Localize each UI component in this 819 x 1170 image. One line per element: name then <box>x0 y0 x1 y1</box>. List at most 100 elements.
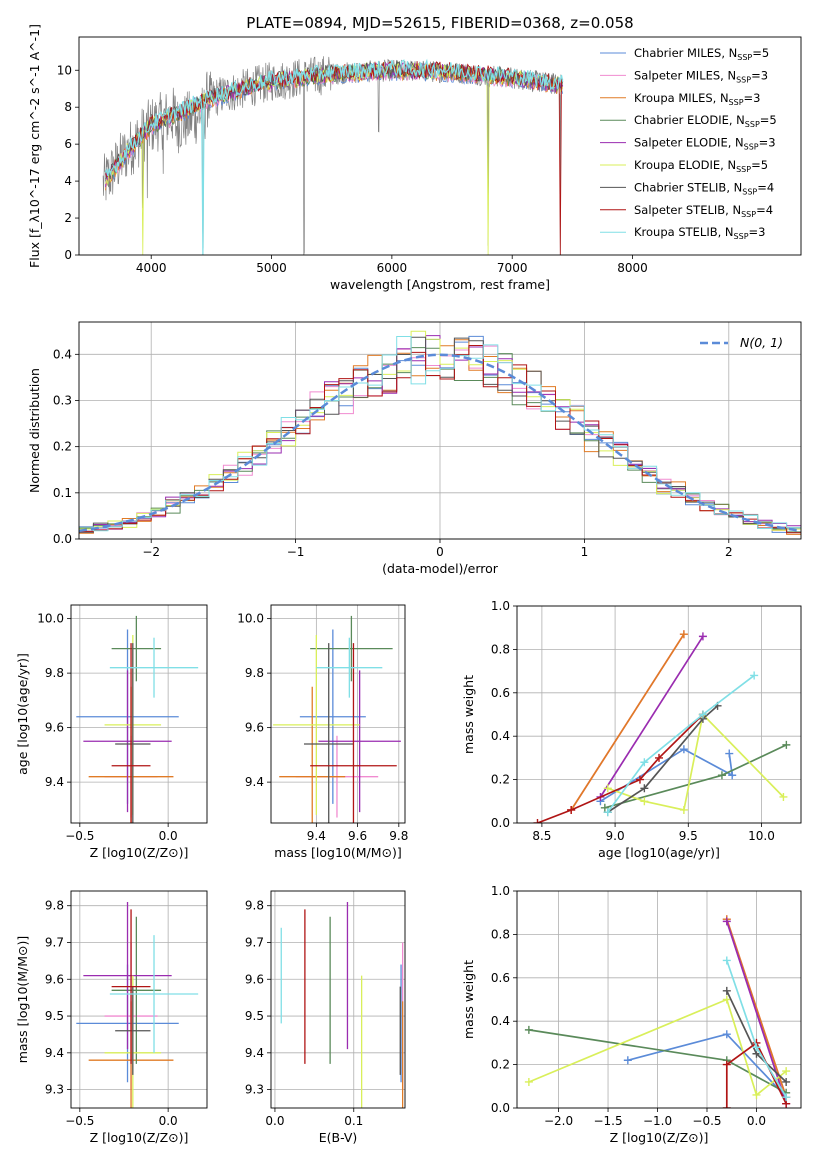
axes-frame <box>270 890 406 1109</box>
data-point <box>782 740 791 749</box>
y-tick-label: 0.8 <box>491 927 510 941</box>
data-point <box>698 632 707 641</box>
plot-area <box>76 902 199 1108</box>
data-point <box>640 784 649 793</box>
data-point <box>728 771 737 780</box>
errorbar-salpeter-elodie <box>318 670 401 813</box>
chart-weight-vs-z: −2.0 −1.5 −1.0 −0.5 0.0 0.0 0.2 0.4 0.6 0.8 1.0 Z [… <box>461 884 802 1145</box>
y-tick-label: 2 <box>64 211 72 225</box>
legend-entry: Chabrier ELODIE, NSSP=5 <box>634 113 777 129</box>
model-chabrier-elodie <box>105 62 564 186</box>
histogram-kroupa-stelib <box>79 336 801 532</box>
y-tick-label: 0.8 <box>491 642 510 656</box>
y-axis-label: Flux [f_λ10^-17 erg cm^-2 s^-1 A^-1] <box>27 24 42 268</box>
x-tick-label: −1.5 <box>593 1114 622 1128</box>
data-point <box>782 1093 791 1102</box>
data-point <box>640 797 649 806</box>
x-tick-label: 0.1 <box>344 1114 363 1128</box>
chart-weight-vs-age: 8.5 9.0 9.5 10.0 0.0 0.2 0.4 0.6 0.8 1.0 age [log1… <box>461 599 802 860</box>
model-kroupa-miles <box>105 62 564 191</box>
data-point <box>623 1056 632 1065</box>
y-tick-label: 9.4 <box>45 1046 64 1060</box>
x-tick-label: 0.0 <box>159 829 178 843</box>
series-kroupa-elodie <box>524 995 791 1099</box>
x-axis-label: age [log10(age/yr)] <box>598 845 720 860</box>
chart-title: PLATE=0894, MJD=52615, FIBERID=0368, z=0… <box>246 14 633 32</box>
x-axis-label: mass [log10(M/M⊙)] <box>274 845 402 860</box>
y-tick-label: 9.6 <box>245 721 264 735</box>
errorbar-kroupa-stelib <box>109 935 199 1053</box>
y-axis-label: mass [log10(M/M⊙)] <box>15 936 30 1064</box>
y-tick-label: 9.4 <box>245 775 264 789</box>
y-tick-label: 1.0 <box>491 599 510 613</box>
data-point <box>603 784 612 793</box>
plot-area <box>273 615 401 823</box>
errorbar-chabrier-miles <box>299 629 366 804</box>
y-axis-label: mass weight <box>461 960 476 1039</box>
data-point <box>679 745 688 754</box>
y-tick-label: 9.8 <box>45 899 64 913</box>
series-kroupa-elodie <box>603 710 788 814</box>
y-tick-label: 9.6 <box>45 721 64 735</box>
plot-area <box>280 902 404 1108</box>
x-tick-label: −1 <box>287 545 305 559</box>
legend-entry: Chabrier STELIB, NSSP=4 <box>634 180 774 196</box>
y-tick-label: 9.4 <box>45 775 64 789</box>
y-tick-label: 9.6 <box>245 972 264 986</box>
legend-entry: Salpeter STELIB, NSSP=4 <box>634 203 773 219</box>
errorbar-salpeter-elodie <box>83 902 172 1050</box>
data-point <box>722 986 731 995</box>
y-tick-label: 1.0 <box>491 884 510 898</box>
axes-frame <box>70 604 208 824</box>
plot-area <box>102 56 564 255</box>
y-tick-label: 6 <box>64 137 72 151</box>
chart-mass-vs-z: −0.5 0.0 9.3 9.4 9.5 9.6 9.7 9.8 Z [log10(Z/Z⊙)]… <box>15 890 208 1145</box>
legend-entry: Kroupa STELIB, NSSP=3 <box>634 225 765 241</box>
grid <box>271 891 405 1108</box>
legend-entry: Chabrier MILES, NSSP=5 <box>634 46 769 62</box>
x-axis-label: wavelength [Angstrom, rest frame] <box>330 277 550 292</box>
y-tick-label: 4 <box>64 174 72 188</box>
data-point <box>782 1077 791 1086</box>
data-point <box>524 1025 533 1034</box>
x-tick-label: 7000 <box>497 261 528 275</box>
errorbar-kroupa-elodie <box>273 634 360 815</box>
model-kroupa-stelib <box>104 58 564 255</box>
legend: Chabrier MILES, NSSP=5 Salpeter MILES, NS… <box>600 46 777 241</box>
x-tick-label: 8000 <box>617 261 648 275</box>
legend-entry: Kroupa MILES, NSSP=3 <box>634 91 760 107</box>
x-axis-label: (data-model)/error <box>382 561 499 576</box>
data-point <box>640 758 649 767</box>
data-point <box>533 819 542 823</box>
chart-mass-vs-ebv: 0.0 0.1 9.3 9.4 9.5 9.6 9.7 9.8 E(B-V) <box>245 890 406 1145</box>
data-point <box>752 1090 761 1099</box>
plot-area <box>76 615 199 823</box>
y-tick-label: 0.2 <box>53 440 72 454</box>
errorbar-chabrier-stelib <box>115 986 151 1075</box>
x-axis-label: Z [log10(Z/Z⊙)] <box>610 1130 709 1145</box>
y-tick-label: 9.7 <box>45 935 64 949</box>
data-point <box>722 995 731 1004</box>
legend-entry: N(0, 1) <box>740 335 783 350</box>
y-axis-label: Normed distribution <box>27 368 42 493</box>
errorbar-chabrier-elodie <box>111 615 162 682</box>
x-tick-label: 4000 <box>136 261 167 275</box>
plot-area <box>79 330 801 535</box>
x-tick-label: 9.8 <box>389 829 408 843</box>
y-tick-label: 0.0 <box>53 532 72 546</box>
errorbar-kroupa-miles <box>279 686 346 823</box>
series-kroupa-stelib <box>603 671 759 817</box>
errorbar-kroupa-stelib <box>109 637 199 698</box>
y-tick-label: 9.4 <box>245 1046 264 1060</box>
errorbar-chabrier-elodie <box>111 916 162 1064</box>
y-tick-label: 9.8 <box>245 666 264 680</box>
x-tick-label: −0.5 <box>65 1114 94 1128</box>
series-kroupa-stelib <box>722 956 791 1102</box>
y-tick-label: 0.6 <box>491 971 510 985</box>
chart-residuals: −2 −1 0 1 2 0.0 0.1 0.2 0.3 0.4 (data-model)/error… <box>27 321 802 576</box>
axes-frame <box>270 604 406 824</box>
y-tick-label: 9.7 <box>245 935 264 949</box>
y-tick-label: 9.3 <box>245 1083 264 1097</box>
data-point <box>782 1067 791 1076</box>
data-point <box>722 1060 731 1069</box>
